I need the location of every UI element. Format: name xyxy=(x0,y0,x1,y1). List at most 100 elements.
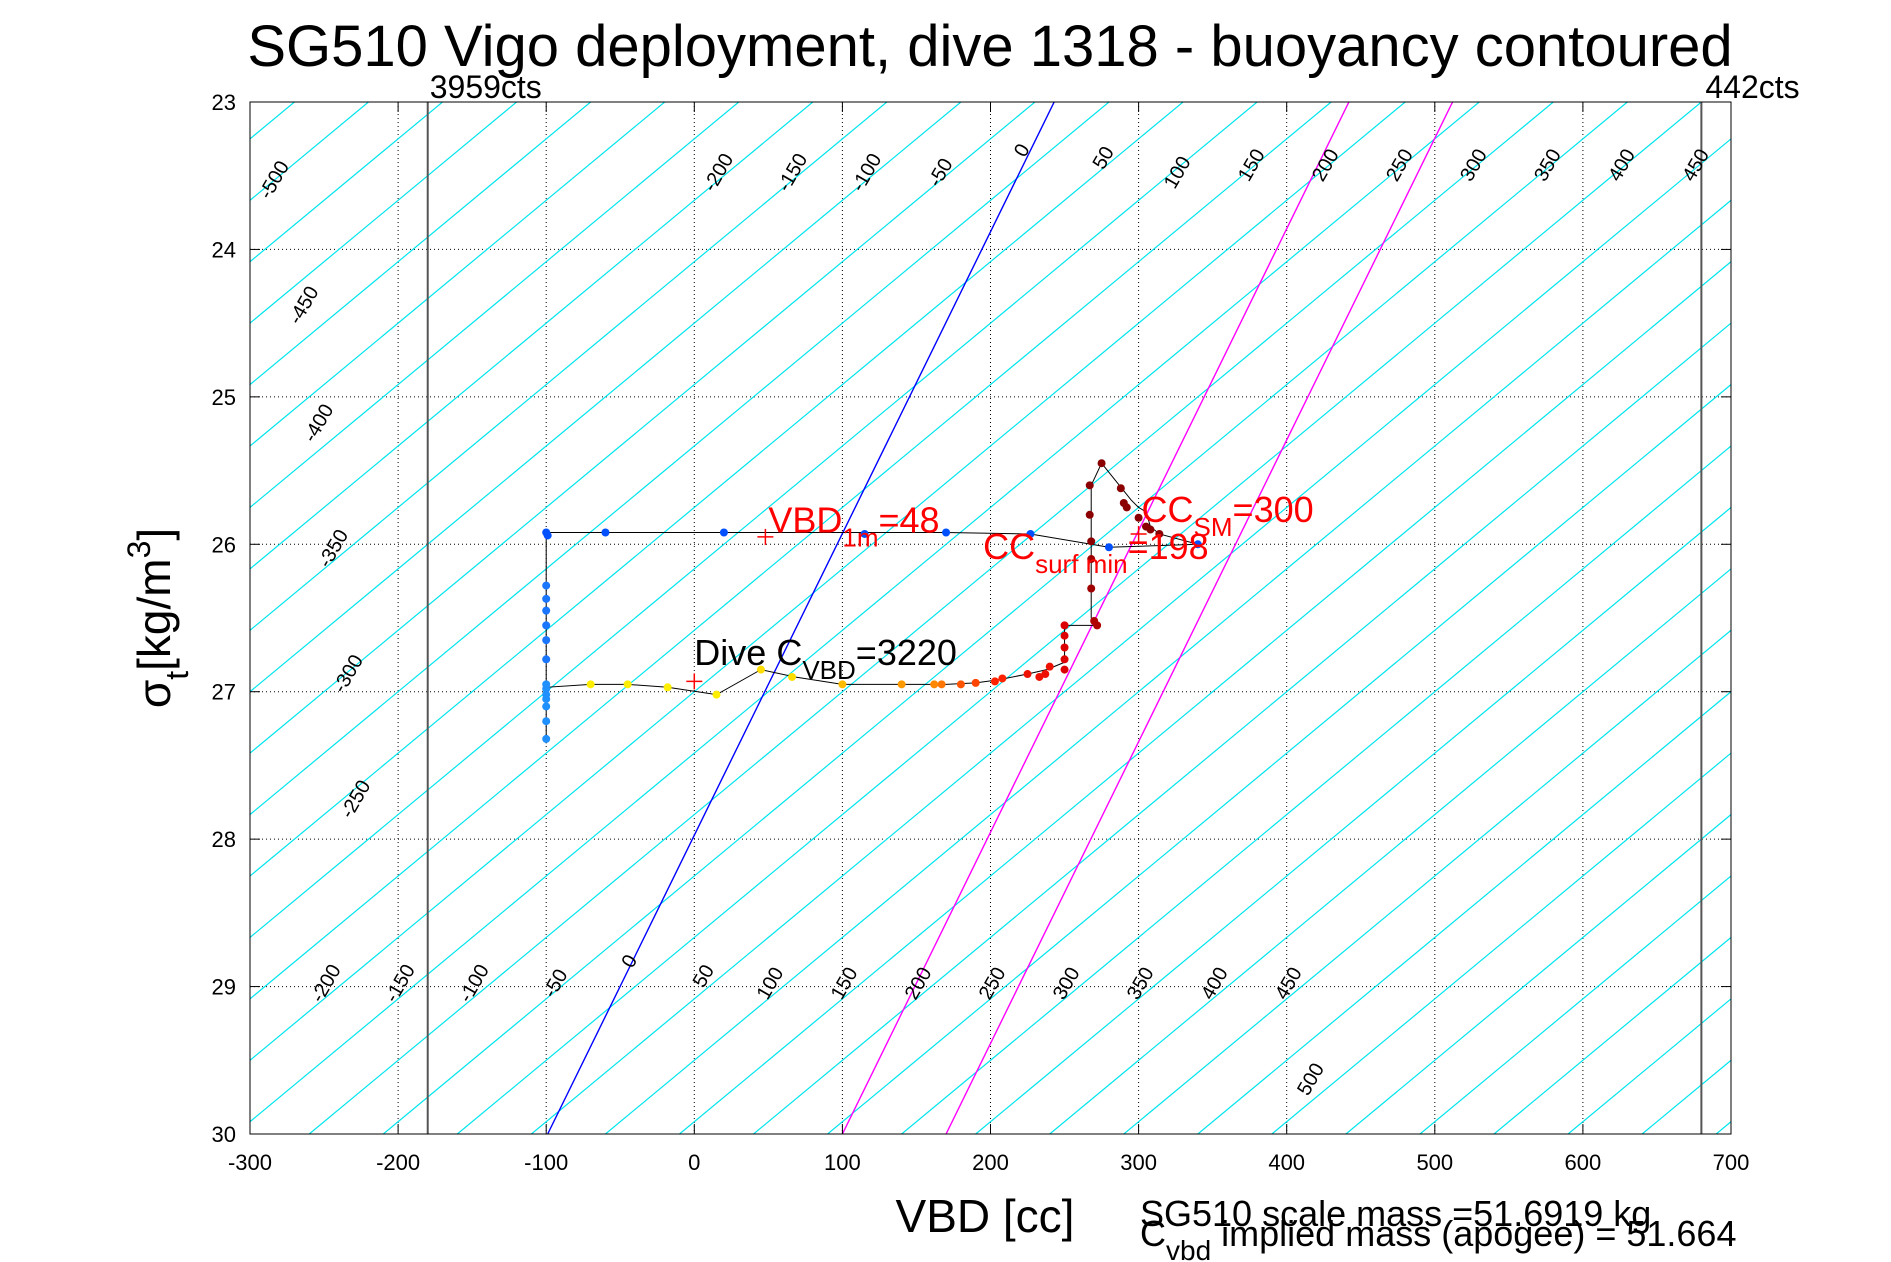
contour-line xyxy=(456,102,1702,1134)
data-point xyxy=(998,674,1007,683)
x-axis-label: VBD [cc] xyxy=(896,1190,1075,1242)
data-point xyxy=(1087,555,1096,564)
scale-mass-text: SG510 scale mass =51.6919 kg xyxy=(1140,1193,1651,1234)
contour-line xyxy=(827,383,1731,1134)
x-tick-label: 700 xyxy=(1713,1150,1750,1175)
data-point xyxy=(897,680,906,689)
x-tick-label: 0 xyxy=(688,1150,700,1175)
contour-line xyxy=(975,506,1731,1134)
data-point xyxy=(756,665,765,674)
contour-line xyxy=(250,102,1480,1123)
vbd-limit-label-max: 442cts xyxy=(1705,69,1799,105)
data-point xyxy=(1104,543,1113,552)
y-tick-label: 28 xyxy=(212,827,236,852)
x-tick-label: -300 xyxy=(228,1150,272,1175)
data-point xyxy=(542,655,551,664)
contour-line xyxy=(1864,102,1891,1134)
data-point xyxy=(542,581,551,590)
data-point xyxy=(542,695,551,704)
contour-line xyxy=(0,102,220,1134)
data-point xyxy=(542,621,551,630)
cc-surf-min-annotation: CCsurf min=198 xyxy=(983,526,1209,579)
x-tick-label: 600 xyxy=(1565,1150,1602,1175)
data-point xyxy=(542,684,551,693)
y-tick-label: 23 xyxy=(212,90,236,115)
cross-marker xyxy=(686,673,703,690)
data-point xyxy=(1060,631,1069,640)
data-point xyxy=(1116,484,1125,493)
data-point xyxy=(601,528,610,537)
data-point xyxy=(1023,670,1032,679)
magenta-reference-line xyxy=(945,102,1454,1134)
data-point xyxy=(1035,672,1044,681)
contour-line xyxy=(901,445,1731,1134)
contour-line xyxy=(679,260,1731,1134)
contour-line xyxy=(308,102,1554,1134)
data-point xyxy=(1087,537,1096,546)
data-point xyxy=(1087,584,1096,593)
contour-line xyxy=(250,102,666,447)
data-point xyxy=(1085,510,1094,519)
cross-marker xyxy=(1130,525,1147,542)
data-point xyxy=(838,680,847,689)
contour-line xyxy=(250,102,1258,939)
vbd-limit-labels: 3959cts 442cts xyxy=(430,69,1800,105)
contour-line xyxy=(1197,690,1731,1134)
contour-line xyxy=(250,102,517,324)
data-point xyxy=(860,529,869,538)
data-point xyxy=(542,702,551,711)
data-point xyxy=(1041,670,1050,679)
contour-line xyxy=(250,102,1036,754)
contour-line xyxy=(753,322,1731,1134)
data-point xyxy=(1093,621,1102,630)
contour-line xyxy=(250,102,814,570)
vbd-limit-label-min: 3959cts xyxy=(430,69,542,105)
y-tick-label: 29 xyxy=(212,975,236,1000)
data-point xyxy=(1134,513,1143,522)
reference-lines xyxy=(426,102,1703,1134)
contour-line xyxy=(250,102,1184,877)
contour-line xyxy=(1123,629,1731,1134)
contour-line xyxy=(531,138,1731,1134)
data-point xyxy=(930,680,939,689)
data-point xyxy=(712,690,721,699)
axis-ticks: -300 -200 -100 0 100 200 300 400 500 600 700 23 24 25… xyxy=(212,90,1750,1175)
contour-line xyxy=(250,102,1332,1000)
data-point xyxy=(1122,503,1131,512)
data-point xyxy=(937,680,946,689)
data-point xyxy=(623,680,632,689)
data-point xyxy=(1146,525,1155,534)
y-tick-label: 27 xyxy=(212,680,236,705)
vbd-1m-annotation: VBD1m=48 xyxy=(768,499,939,552)
y-axis-label: σt[kg/m3] xyxy=(121,528,195,708)
data-point xyxy=(542,734,551,743)
x-tick-label: -100 xyxy=(524,1150,568,1175)
data-point xyxy=(1045,662,1054,671)
contour-line xyxy=(1049,568,1731,1134)
contour-line xyxy=(250,102,962,693)
data-point xyxy=(1155,529,1164,538)
marker-crosses xyxy=(686,525,1147,690)
x-tick-label: -200 xyxy=(376,1150,420,1175)
contour-line xyxy=(1345,813,1731,1134)
chart-title: SG510 Vigo deployment, dive 1318 - buoya… xyxy=(247,14,1732,79)
x-tick-label: 400 xyxy=(1268,1150,1305,1175)
data-point xyxy=(542,606,551,615)
contour-line xyxy=(250,102,888,632)
contour-line xyxy=(1271,752,1731,1134)
contour-line xyxy=(250,102,1406,1062)
data-point xyxy=(663,683,672,692)
data-point xyxy=(956,680,965,689)
data-point xyxy=(719,528,728,537)
contour-line xyxy=(250,102,1110,816)
y-tick-label: 24 xyxy=(212,237,236,262)
contour-line xyxy=(250,102,740,509)
buoyancy-contours xyxy=(0,102,1891,1134)
data-point xyxy=(990,677,999,686)
data-point xyxy=(1085,481,1094,490)
data-point xyxy=(1060,655,1069,664)
neutral-buoyancy-line xyxy=(547,102,1055,1134)
data-point xyxy=(543,531,552,540)
